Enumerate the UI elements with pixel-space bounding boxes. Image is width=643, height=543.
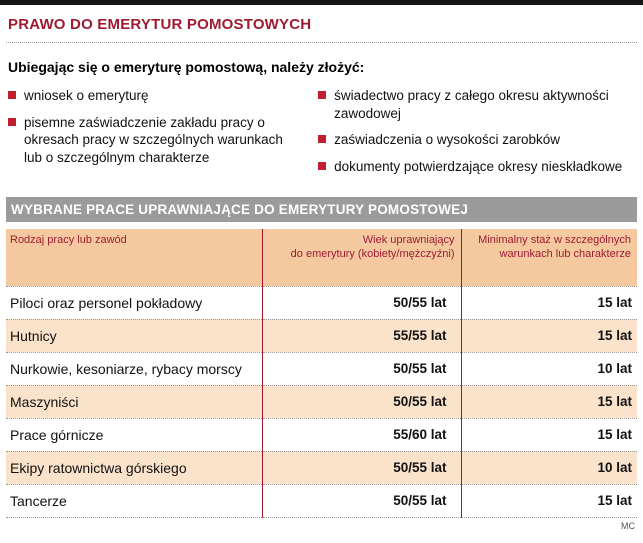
- bullet-square-icon: [8, 91, 16, 99]
- seniority-cell: 15 lat: [461, 418, 637, 452]
- seniority-cell: 10 lat: [461, 451, 637, 485]
- age-cell: 50/55 lat: [262, 286, 462, 320]
- requirements-columns: wniosek o emeryturę pisemne zaświadczeni…: [8, 87, 637, 184]
- list-item-label: zaświadczenia o wysokości zarobków: [334, 132, 560, 148]
- title-divider: [6, 42, 637, 43]
- age-cell: 50/55 lat: [262, 385, 462, 419]
- seniority-cell: 15 lat: [461, 319, 637, 353]
- job-cell: Hutnicy: [6, 319, 263, 353]
- infographic-page: PRAWO DO EMERYTUR POMOSTOWYCH Ubiegając …: [0, 16, 643, 531]
- bullet-square-icon: [318, 135, 327, 144]
- column-header-seniority: Minimalny staż w szczególnych warunkach …: [461, 229, 637, 287]
- requirements-left-list: wniosek o emeryturę pisemne zaświadczeni…: [8, 87, 300, 184]
- seniority-cell: 10 lat: [461, 352, 637, 386]
- table-row: Nurkowie, kesoniarze, rybacy morscy 50/5…: [6, 352, 637, 386]
- list-item: pisemne zaświadczenie zakładu pracy o ok…: [8, 114, 300, 167]
- table-row: Ekipy ratownictwa górskiego 50/55 lat 10…: [6, 451, 637, 485]
- table-row: Hutnicy 55/55 lat 15 lat: [6, 319, 637, 353]
- table-header-row: Rodzaj pracy lub zawód Wiek uprawniający…: [6, 229, 637, 287]
- list-item-label: świadectwo pracy z całego okresu aktywno…: [334, 88, 609, 121]
- requirements-right-list: świadectwo pracy z całego okresu aktywno…: [318, 87, 637, 184]
- column-header-age-line1: Wiek uprawniający: [362, 234, 455, 247]
- section-header-bar: WYBRANE PRACE UPRAWNIAJĄCE DO EMERYTURY …: [6, 197, 637, 223]
- list-item: świadectwo pracy z całego okresu aktywno…: [318, 87, 637, 122]
- list-item: wniosek o emeryturę: [8, 87, 300, 105]
- age-cell: 50/55 lat: [262, 451, 462, 485]
- pensions-table: Rodzaj pracy lub zawód Wiek uprawniający…: [6, 229, 637, 518]
- bullet-square-icon: [318, 161, 327, 170]
- job-cell: Tancerze: [6, 484, 263, 518]
- list-item-label: dokumenty potwierdzające okresy nieskład…: [334, 158, 623, 174]
- table-row: Tancerze 50/55 lat 15 lat: [6, 484, 637, 518]
- age-cell: 55/60 lat: [262, 418, 462, 452]
- job-cell: Ekipy ratownictwa górskiego: [6, 451, 263, 485]
- page-title: PRAWO DO EMERYTUR POMOSTOWYCH: [8, 16, 312, 33]
- job-cell: Piloci oraz personel pokładowy: [6, 286, 263, 320]
- top-rule: [0, 0, 643, 5]
- column-header-age-line2: do emerytury (kobiety/mężczyźni): [290, 247, 455, 260]
- column-header-seniority-line1: Minimalny staż w szczególnych: [478, 234, 631, 247]
- table-row: Piloci oraz personel pokładowy 50/55 lat…: [6, 286, 637, 320]
- column-header-age: Wiek uprawniający do emerytury (kobiety/…: [262, 229, 462, 287]
- table-row: Prace górnicze 55/60 lat 15 lat: [6, 418, 637, 452]
- bullet-square-icon: [318, 91, 327, 99]
- list-item-label: pisemne zaświadczenie zakładu pracy o ok…: [24, 114, 283, 165]
- bullet-square-icon: [8, 117, 16, 126]
- age-cell: 50/55 lat: [262, 484, 462, 518]
- seniority-cell: 15 lat: [461, 484, 637, 518]
- column-header-seniority-line2: warunkach lub charakterze: [499, 247, 631, 260]
- table-row: Maszyniści 50/55 lat 15 lat: [6, 385, 637, 419]
- job-cell: Nurkowie, kesoniarze, rybacy morscy: [6, 352, 263, 386]
- age-cell: 50/55 lat: [262, 352, 462, 386]
- seniority-cell: 15 lat: [461, 385, 637, 419]
- job-cell: Maszyniści: [6, 385, 263, 419]
- author-credit: MC: [621, 520, 635, 531]
- intro-heading: Ubiegając się o emeryturę pomostową, nal…: [8, 59, 365, 75]
- seniority-cell: 15 lat: [461, 286, 637, 320]
- list-item: zaświadczenia o wysokości zarobków: [318, 131, 637, 149]
- column-header-job: Rodzaj pracy lub zawód: [6, 229, 263, 287]
- age-cell: 55/55 lat: [262, 319, 462, 353]
- job-cell: Prace górnicze: [6, 418, 263, 452]
- list-item: dokumenty potwierdzające okresy nieskład…: [318, 158, 637, 176]
- list-item-label: wniosek o emeryturę: [24, 88, 149, 103]
